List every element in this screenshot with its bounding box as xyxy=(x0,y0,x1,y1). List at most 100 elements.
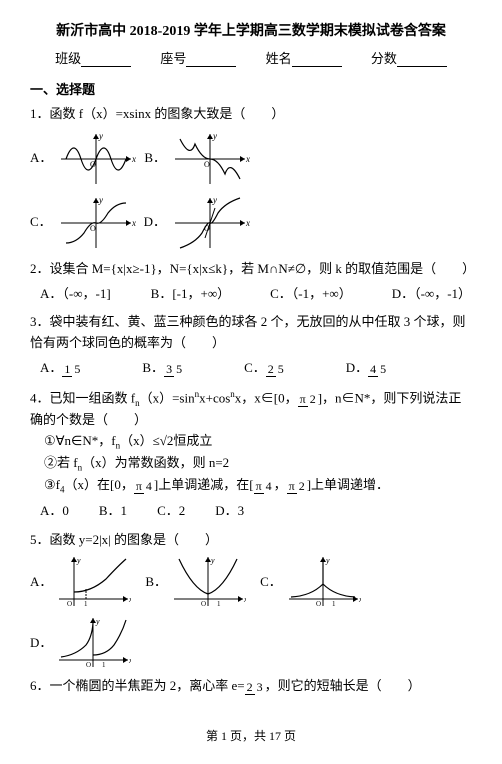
q2-opt-d[interactable]: D．（-∞，-1） xyxy=(392,284,471,305)
q5-graph-c: x y O 1 xyxy=(286,554,361,609)
q1-opt-c-label: C． xyxy=(30,212,52,233)
q2-options: A．（-∞，-1] B．[-1，+∞） C．（-1，+∞） D．（-∞，-1） xyxy=(40,284,472,305)
q3-c-lbl: C． xyxy=(244,360,266,375)
svg-text:x: x xyxy=(245,218,250,228)
q5-a-lbl: A． xyxy=(30,572,52,593)
q5-graph-b: x y O 1 xyxy=(171,554,246,609)
q3-d-frac: 45 xyxy=(368,363,388,375)
page-footer: 第 1 页，共 17 页 xyxy=(30,727,472,744)
q5-opt-b[interactable]: B． x y O 1 xyxy=(145,554,246,609)
q2-opt-a[interactable]: A．（-∞，-1] xyxy=(40,284,111,305)
q3-a-lbl: A． xyxy=(40,360,62,375)
q1-graph-b: x y O xyxy=(170,129,250,189)
q5-c-lbl: C． xyxy=(260,572,282,593)
class-blank[interactable] xyxy=(81,52,131,67)
q1-graph-a: x y O xyxy=(56,129,136,189)
svg-text:O: O xyxy=(316,600,321,608)
score-blank[interactable] xyxy=(397,52,447,67)
svg-text:O: O xyxy=(204,160,210,169)
q3-stem: 3．袋中装有红、黄、蓝三种颜色的球各 2 个，无放回的从中任取 3 个球，则恰有… xyxy=(30,312,472,354)
question-6: 6．一个椭圆的半焦距为 2，离心率 e=23，则它的短轴长是（ ） xyxy=(30,676,472,697)
exam-title: 新沂市高中 2018-2019 学年上学期高三数学期末模拟试卷含答案 xyxy=(30,20,472,40)
svg-text:x: x xyxy=(131,154,136,164)
svg-text:y: y xyxy=(210,556,215,565)
svg-text:O: O xyxy=(90,224,96,233)
class-label: 班级 xyxy=(55,51,81,66)
q6-stem-a: 6．一个椭圆的半焦距为 2，离心率 e= xyxy=(30,678,245,693)
q1-opt-b-label: B． xyxy=(144,148,166,169)
svg-text:y: y xyxy=(212,195,217,205)
q4-stem: 4．已知一组函数 fn（x）=sinnx+cosnx，x∈[0，π2]，n∈N*… xyxy=(30,387,472,431)
q4-opt-c[interactable]: C．2 xyxy=(157,501,185,522)
q3-opt-a[interactable]: A．15 xyxy=(40,358,82,379)
question-1: 1．函数 f（x）=xsinx 的图象大致是（ ） A． x y O B． xyxy=(30,104,472,253)
q1-opt-a[interactable]: A． x y O xyxy=(30,129,136,189)
q5-graph-d: x y O 1 xyxy=(56,615,131,670)
q4-line2: ②若 fn（x）为常数函数，则 n=2 xyxy=(44,453,472,475)
svg-text:O: O xyxy=(67,600,72,608)
q4-opt-a[interactable]: A．0 xyxy=(40,501,69,522)
q5-stem: 5．函数 y=2|x| 的图象是（ ） xyxy=(30,530,472,551)
q3-b-lbl: B． xyxy=(142,360,164,375)
question-5: 5．函数 y=2|x| 的图象是（ ） A． x y O 1 B． xyxy=(30,530,472,671)
q1-graph-d: x y O xyxy=(170,193,250,253)
q5-opt-c[interactable]: C． x y O 1 xyxy=(260,554,361,609)
q3-opt-d[interactable]: D．45 xyxy=(346,358,388,379)
q6-stem-b: ，则它的短轴长是（ ） xyxy=(265,678,421,693)
svg-text:y: y xyxy=(98,131,103,141)
q5-b-lbl: B． xyxy=(145,572,167,593)
q3-opt-b[interactable]: B．35 xyxy=(142,358,184,379)
q6-frac: 23 xyxy=(245,681,265,693)
question-3: 3．袋中装有红、黄、蓝三种颜色的球各 2 个，无放回的从中任取 3 个球，则恰有… xyxy=(30,312,472,378)
name-blank[interactable] xyxy=(292,52,342,67)
q1-opt-d-label: D． xyxy=(144,212,166,233)
score-label: 分数 xyxy=(371,51,397,66)
question-2: 2．设集合 M={x|x≥-1}，N={x|x≤k}，若 M∩N≠∅，则 k 的… xyxy=(30,259,472,305)
q1-graph-c: x y O xyxy=(56,193,136,253)
q2-stem: 2．设集合 M={x|x≥-1}，N={x|x≤k}，若 M∩N≠∅，则 k 的… xyxy=(30,259,472,280)
q2-opt-b[interactable]: B．[-1，+∞） xyxy=(151,284,230,305)
question-4: 4．已知一组函数 fn（x）=sinnx+cosnx，x∈[0，π2]，n∈N*… xyxy=(30,387,472,522)
seat-blank[interactable] xyxy=(186,52,236,67)
q1-options-2: C． x y O D． x y O xyxy=(30,193,472,253)
svg-text:x: x xyxy=(243,595,246,604)
q5-d-lbl: D． xyxy=(30,633,52,654)
svg-text:1: 1 xyxy=(84,600,88,608)
q3-opt-c[interactable]: C．25 xyxy=(244,358,286,379)
q1-opt-c[interactable]: C． x y O xyxy=(30,193,136,253)
q1-opt-d[interactable]: D． x y O xyxy=(144,193,250,253)
svg-text:y: y xyxy=(98,195,103,205)
svg-text:O: O xyxy=(201,600,206,608)
svg-text:y: y xyxy=(95,617,100,626)
svg-text:y: y xyxy=(212,131,217,141)
svg-text:O: O xyxy=(86,661,91,669)
q1-options: A． x y O B． x y O xyxy=(30,129,472,189)
svg-text:1: 1 xyxy=(217,600,221,608)
q3-d-lbl: D． xyxy=(346,360,368,375)
svg-text:x: x xyxy=(128,595,131,604)
svg-text:x: x xyxy=(131,218,136,228)
q3-c-frac: 25 xyxy=(266,363,286,375)
q5-graph-a: x y O 1 xyxy=(56,554,131,609)
svg-text:x: x xyxy=(358,595,361,604)
name-label: 姓名 xyxy=(266,51,292,66)
q2-opt-c[interactable]: C．（-1，+∞） xyxy=(270,284,352,305)
svg-text:x: x xyxy=(128,656,131,665)
q1-opt-b[interactable]: B． x y O xyxy=(144,129,250,189)
q1-stem: 1．函数 f（x）=xsinx 的图象大致是（ ） xyxy=(30,104,472,125)
q4-options: A．0 B．1 C．2 D．3 xyxy=(40,501,472,522)
svg-text:1: 1 xyxy=(102,661,106,669)
svg-text:1: 1 xyxy=(332,600,336,608)
q3-b-frac: 35 xyxy=(164,363,184,375)
q4-opt-b[interactable]: B．1 xyxy=(99,501,127,522)
q5-opt-d[interactable]: D． x y O 1 xyxy=(30,615,131,670)
q5-opt-a[interactable]: A． x y O 1 xyxy=(30,554,131,609)
student-info-row: 班级 座号 姓名 分数 xyxy=(30,48,472,67)
svg-text:y: y xyxy=(325,556,330,565)
q3-a-frac: 15 xyxy=(62,363,82,375)
svg-text:x: x xyxy=(245,154,250,164)
q4-line3: ③f4（x）在[0，π4]上单调递减，在[π4，π2]上单调递增． xyxy=(44,475,472,497)
q5-options: A． x y O 1 B． x y xyxy=(30,554,472,670)
seat-label: 座号 xyxy=(160,51,186,66)
q4-opt-d[interactable]: D．3 xyxy=(215,501,244,522)
